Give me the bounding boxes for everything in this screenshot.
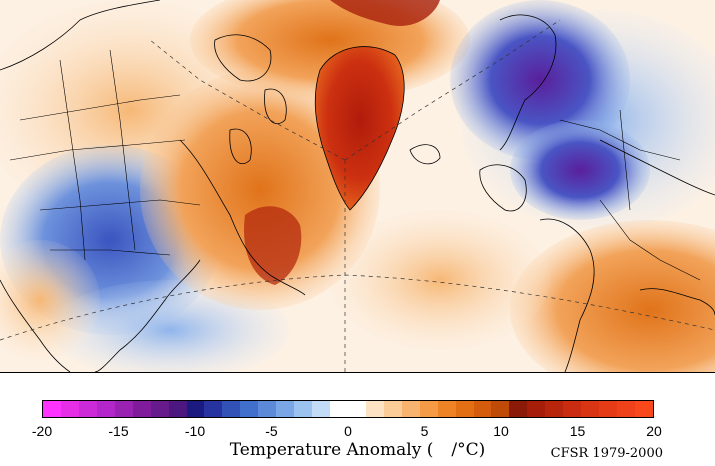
map-svg [0,0,715,372]
coast-labrador [179,139,306,296]
colorbar-swatch [60,401,79,417]
colorbar-swatch [527,401,546,417]
colorbar-tick-label: -5 [265,423,278,439]
colorbar-swatch [186,401,205,417]
colorbar-swatch [258,401,277,417]
border-4 [109,49,136,251]
coast-island-1 [264,88,287,125]
colorbar-swatch [240,401,259,417]
colorbar-swatch [419,401,438,417]
colorbar [42,400,654,418]
coast-iceland [409,144,441,165]
warm-anomaly-atlantic [330,210,550,350]
colorbar-swatch [78,401,97,417]
colorbar-swatch [132,401,151,417]
coast-island-2 [229,128,252,165]
border-9 [619,109,631,211]
colorbar-tick-label: -10 [184,423,206,439]
coast-west [0,279,71,372]
graticule [0,19,715,372]
colorbar-swatch [222,401,241,417]
colorbar-swatch [473,401,492,417]
warm-anomaly-mediterranean [510,220,715,372]
colorbar-ticks: -20 -15 -10 -5 0 5 10 15 20 [32,423,662,441]
colorbar-title-prefix: Temperature Anomaly ( [229,440,434,460]
cold-anomaly-europe [450,0,630,160]
colorbar-tick-label: 20 [646,423,662,439]
border-3 [59,59,86,261]
coast-british-isles [479,164,527,212]
colorbar-swatch [114,401,133,417]
colorbar-tick-label: 10 [493,423,509,439]
colorbar-swatch [168,401,187,417]
border-1 [19,94,181,121]
colorbar-tick-label: 5 [420,423,429,439]
coast-east-us [94,259,201,372]
colorbar-swatch [617,401,635,417]
colorbar-tick-label: -15 [108,423,129,439]
colorbar-swatch [491,401,510,417]
colorbar-title-suffix: /°C) [451,440,486,460]
colorbar-swatch [204,401,223,417]
colorbar-swatch [563,401,582,417]
colorbar-swatch [294,401,313,417]
border-7 [559,119,681,161]
graticule-line-ne [344,19,561,161]
colorbar-swatch [330,401,348,417]
coastlines [0,0,715,372]
colorbar-swatch [365,401,384,417]
colorbar-swatch [545,401,564,417]
anomaly-map [0,0,715,373]
colorbar-swatch [401,401,420,417]
arctic-warm-band [330,0,440,26]
border-8 [599,199,701,281]
colorbar-swatch [634,401,653,417]
colorbar-swatch [599,401,617,417]
colorbar-swatch [455,401,474,417]
coast-alaska [0,0,161,71]
colorbar-swatch [96,401,115,417]
border-2 [9,139,186,161]
greenland-landmass [314,46,405,211]
colorbar-title: Temperature Anomaly ( /°C) [0,440,715,460]
colorbar-swatches [42,400,654,418]
coast-baltic [599,139,715,196]
colorbar-swatch [276,401,295,417]
colorbar-tick-label: 15 [569,423,586,439]
colorbar-swatch [347,401,366,417]
graticule-line-nw [149,39,346,161]
border-5 [39,199,201,211]
colorbar-swatch [437,401,456,417]
data-source-credit: CFSR 1979-2000 [550,446,663,461]
coast-scandinavia [499,14,557,151]
border-6 [50,249,171,256]
cold-anomaly-central-europe [510,120,650,220]
colorbar-swatch [509,401,528,417]
political-boundaries [9,49,701,281]
coast-western-europe [539,218,595,372]
coast-baffin [214,34,272,82]
colorbar-swatch [150,401,169,417]
coast-mediterranean [639,288,715,316]
colorbar-swatch [312,401,330,417]
colorbar-swatch [383,401,402,417]
hudson-bay-warm [244,206,302,285]
colorbar-tick-label: -20 [31,423,53,439]
colorbar-tick-label: 0 [344,423,352,439]
colorbar-swatch [43,401,61,417]
graticule-parallel [0,274,715,341]
colorbar-swatch [581,401,600,417]
warm-anomaly-pacific [0,240,100,360]
